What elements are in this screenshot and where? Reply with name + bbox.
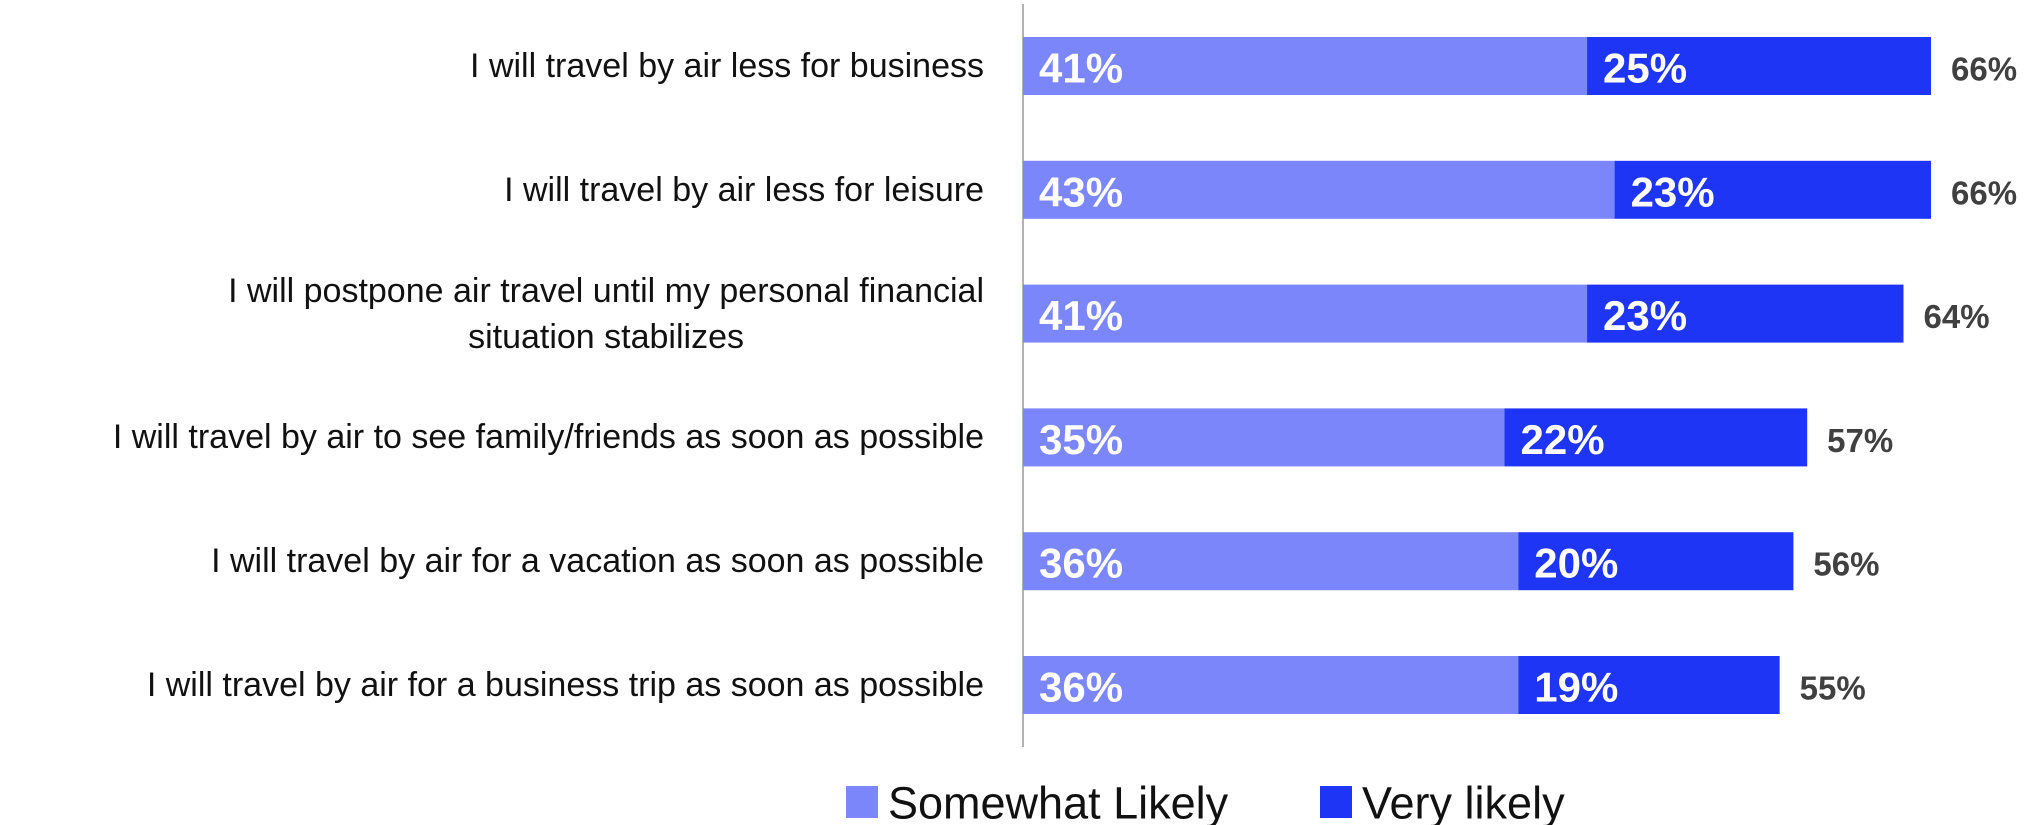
legend-swatch (846, 786, 878, 818)
bar-segment (1023, 160, 1615, 219)
category-label: I will travel by air for a vacation as s… (211, 542, 984, 581)
bar-value-label: 36% (1039, 540, 1123, 587)
category-label: I will travel by air to see family/frien… (112, 418, 984, 457)
bar-value-label: 19% (1534, 664, 1618, 711)
bar-segment (1518, 656, 1780, 714)
bar-value-label: 36% (1039, 664, 1123, 711)
category-label: I will travel by air less for business (470, 47, 984, 85)
bar-segment (1023, 37, 1588, 95)
bar-segment (1023, 284, 1588, 343)
bar-segment (1504, 408, 1808, 467)
bar-segment (1023, 656, 1519, 714)
bar-segment (1023, 532, 1519, 591)
bar-value-label: 20% (1534, 540, 1618, 587)
legend-swatch (1320, 786, 1352, 818)
legend-label: Very likely (1362, 778, 1565, 825)
total-label: 55% (1800, 670, 1866, 707)
category-label: I will travel by air for a business trip… (146, 666, 984, 704)
bar-segment (1614, 160, 1931, 219)
category-label: I will travel by air less for leisure (504, 170, 984, 209)
bar-value-label: 41% (1039, 45, 1123, 92)
bar-value-label: 23% (1603, 292, 1687, 339)
bar-segment (1587, 284, 1904, 343)
bar-segment (1518, 532, 1794, 591)
bar-value-label: 23% (1631, 168, 1715, 215)
total-label: 66% (1951, 51, 2017, 88)
total-label: 57% (1827, 422, 1893, 459)
total-label: 64% (1923, 298, 1989, 335)
total-label: 56% (1813, 546, 1879, 583)
bar-value-label: 43% (1039, 168, 1123, 215)
total-label: 66% (1951, 174, 2017, 211)
bar-value-label: 35% (1039, 416, 1123, 463)
bar-value-label: 25% (1603, 45, 1687, 92)
category-label: I will postpone air travel until my pers… (228, 271, 984, 356)
bar-segment (1587, 37, 1931, 95)
bar-segment (1023, 408, 1505, 467)
bar-value-label: 22% (1521, 416, 1605, 463)
bar-value-label: 41% (1039, 292, 1123, 339)
legend-label: Somewhat Likely (888, 778, 1229, 825)
